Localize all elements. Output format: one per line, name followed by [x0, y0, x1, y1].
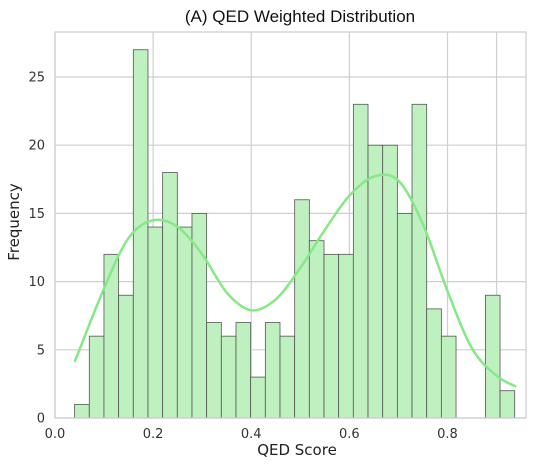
y-tick-label: 0 [37, 412, 45, 427]
histogram-bar [74, 403, 90, 419]
histogram-bar [264, 322, 281, 419]
histogram-bar [279, 335, 296, 419]
histogram-bar [426, 308, 442, 419]
kde-layer [73, 173, 517, 388]
plot-border [54, 31, 527, 419]
y-tick-label: 5 [37, 343, 45, 358]
chart-title: (A) QED Weighted Distribution [185, 7, 415, 26]
histogram-bar [294, 199, 310, 419]
histogram-bar [162, 172, 178, 419]
x-tick-label: 0.6 [339, 427, 360, 442]
y-tick-label: 25 [28, 71, 45, 86]
histogram-bar [308, 240, 325, 419]
tick-labels: 0.0 0.2 0.4 0.6 0.8 0 5 10 15 20 25 [28, 71, 457, 442]
bars-layer [74, 49, 516, 419]
histogram-bar [352, 103, 369, 419]
histogram-bar [235, 322, 252, 419]
histogram-bar [132, 49, 149, 419]
histogram-bar [103, 253, 120, 419]
plot-frame [54, 31, 527, 419]
histogram-bar [484, 294, 501, 419]
histogram-bar [499, 390, 516, 419]
histogram-bar [250, 376, 266, 419]
x-tick-label: 0.2 [143, 427, 164, 442]
histogram-bar [176, 226, 193, 419]
histogram-bar [118, 294, 134, 419]
histogram-bar [147, 226, 164, 419]
histogram-bar [382, 144, 398, 419]
y-tick-label: 10 [28, 275, 45, 290]
histogram-bar [440, 335, 457, 419]
x-tick-label: 0.0 [45, 427, 66, 442]
x-axis-label: QED Score [257, 441, 337, 459]
histogram-bar [411, 103, 428, 419]
histogram-bar [206, 322, 222, 419]
x-tick-label: 0.8 [437, 427, 458, 442]
y-axis-label: Frequency [5, 183, 23, 261]
histogram-bar [367, 144, 384, 419]
y-tick-label: 15 [28, 207, 45, 222]
x-tick-label: 0.4 [241, 427, 262, 442]
histogram-bar [88, 335, 105, 419]
histogram-bar [338, 253, 354, 419]
histogram-bar [323, 253, 340, 419]
y-tick-label: 20 [28, 139, 45, 154]
histogram-bar [396, 213, 413, 419]
kde-curve [73, 173, 517, 388]
histogram-bar [220, 335, 237, 419]
